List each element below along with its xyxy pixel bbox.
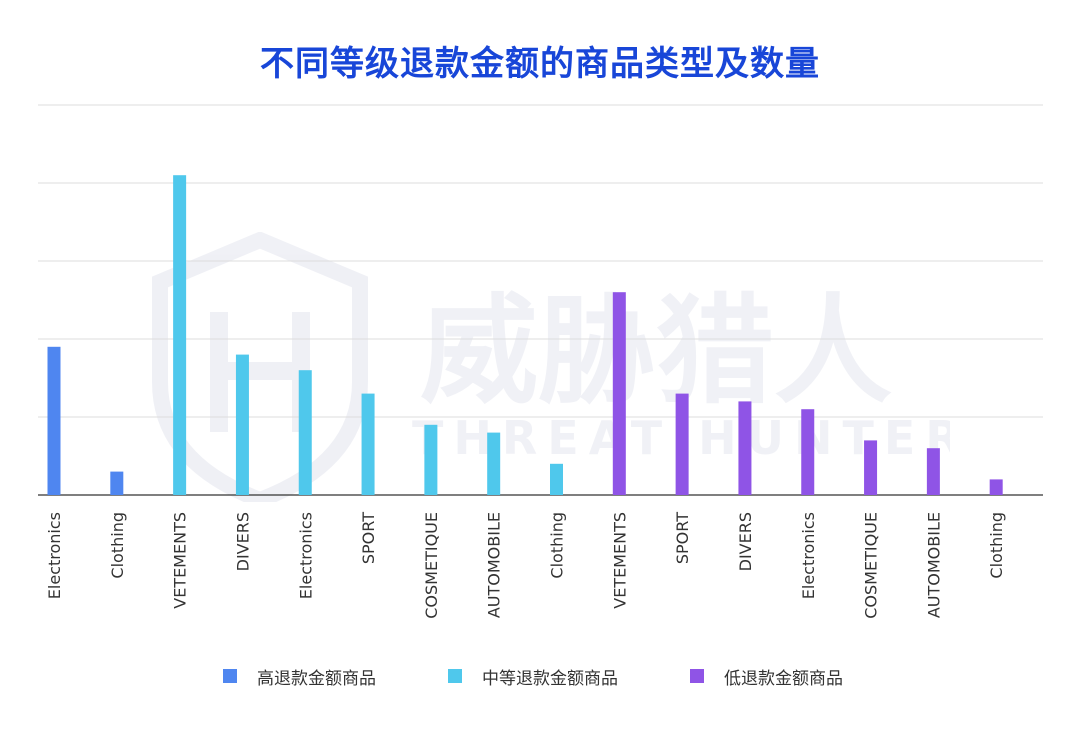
x-tick-label: AUTOMOBILE xyxy=(924,512,943,618)
legend-swatch-high xyxy=(223,669,237,683)
legend-label-high: 高退款金额商品 xyxy=(257,668,376,689)
bar-divers-series-2[interactable] xyxy=(738,401,752,495)
legend-item-low[interactable]: 低退款金额商品 xyxy=(690,662,843,690)
x-tick-label: DIVERS xyxy=(736,512,755,571)
x-tick-label: SPORT xyxy=(673,512,692,564)
bar-sport-series-1[interactable] xyxy=(361,393,375,495)
bar-electronics-series-2[interactable] xyxy=(801,409,815,495)
x-tick-label: Electronics xyxy=(799,512,818,599)
bar-clothing-series-0[interactable] xyxy=(110,471,124,495)
legend: 高退款金额商品 中等退款金额商品 低退款金额商品 xyxy=(0,662,1080,690)
legend-label-medium: 中等退款金额商品 xyxy=(482,668,618,689)
legend-swatch-medium xyxy=(448,669,462,683)
x-tick-label: DIVERS xyxy=(233,512,252,571)
x-tick-label: Electronics xyxy=(296,512,315,599)
bar-cosmetique-series-1[interactable] xyxy=(424,424,438,495)
bar-automobile-series-1[interactable] xyxy=(487,432,501,495)
x-tick-label: VETEMENTS xyxy=(171,512,190,609)
legend-item-medium[interactable]: 中等退款金额商品 xyxy=(448,662,618,690)
bar-vetements-series-1[interactable] xyxy=(173,175,187,495)
bar-sport-series-2[interactable] xyxy=(675,393,689,495)
legend-label-low: 低退款金额商品 xyxy=(724,668,843,689)
x-tick-label: SPORT xyxy=(359,512,378,564)
x-tick-label: Electronics xyxy=(45,512,64,599)
x-tick-label: COSMETIQUE xyxy=(862,512,881,619)
x-tick-labels: Electronics Clothing VETEMENTS DIVERS Electr… xyxy=(45,512,1006,619)
legend-swatch-low xyxy=(690,669,704,683)
bar-clothing-series-1[interactable] xyxy=(550,463,563,495)
x-tick-label: Clothing xyxy=(548,512,567,579)
bar-electronics-series-0[interactable] xyxy=(47,346,61,495)
x-tick-label: Clothing xyxy=(108,512,127,579)
bar-divers-series-1[interactable] xyxy=(235,354,249,495)
x-tick-label: COSMETIQUE xyxy=(422,512,441,619)
bar-electronics-series-1[interactable] xyxy=(298,370,312,495)
x-tick-label: Clothing xyxy=(987,512,1006,579)
bars xyxy=(47,175,1003,495)
bar-cosmetique-series-2[interactable] xyxy=(864,440,878,495)
x-tick-label: VETEMENTS xyxy=(610,512,629,609)
chart-title: 不同等级退款金额的商品类型及数量 xyxy=(260,44,820,84)
bar-chart: Electronics Clothing VETEMENTS DIVERS Electr… xyxy=(38,104,1043,619)
bar-clothing-series-2[interactable] xyxy=(989,479,1003,495)
bar-automobile-series-2[interactable] xyxy=(926,448,940,495)
legend-item-high[interactable]: 高退款金额商品 xyxy=(223,662,376,690)
gridlines xyxy=(38,104,1043,496)
bar-vetements-series-2[interactable] xyxy=(612,292,626,495)
x-tick-label: AUTOMOBILE xyxy=(485,512,504,618)
